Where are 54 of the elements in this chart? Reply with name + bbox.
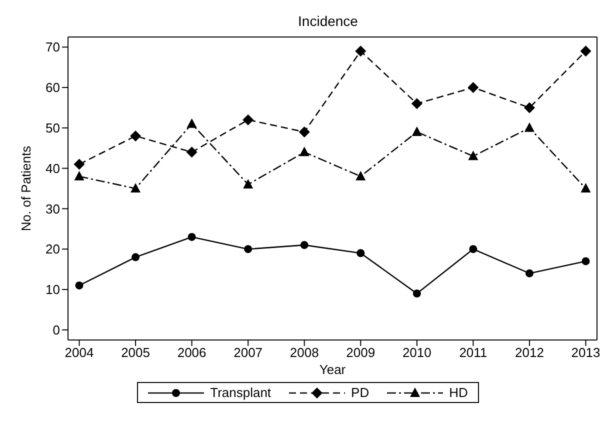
- y-tick-label: 40: [46, 160, 60, 176]
- point: [412, 290, 421, 298]
- point: [243, 178, 254, 188]
- point: [524, 102, 535, 114]
- point: [582, 257, 590, 266]
- point: [468, 82, 479, 93]
- y-tick-label: 60: [46, 80, 60, 96]
- x-tick-label: 2010: [402, 345, 432, 360]
- x-tick-label: 2004: [64, 345, 94, 360]
- point: [300, 241, 308, 250]
- legend-label: Transplant: [210, 385, 272, 400]
- x-axis-title: Year: [319, 362, 346, 377]
- point: [74, 170, 84, 180]
- x-tick-label: 2007: [234, 345, 263, 360]
- y-axis-title: No. of Patients: [18, 145, 34, 232]
- legend-label: HD: [449, 385, 468, 400]
- point: [356, 170, 366, 180]
- point: [75, 281, 84, 290]
- point: [186, 146, 198, 158]
- point: [525, 269, 534, 278]
- x-tick-label: 2011: [459, 345, 488, 360]
- x-tick-label: 2013: [571, 345, 600, 360]
- point: [524, 122, 534, 132]
- y-tick-label: 70: [46, 40, 60, 55]
- point: [188, 232, 196, 241]
- point: [244, 245, 252, 254]
- x-tick-label: 2005: [121, 345, 150, 360]
- point: [130, 183, 141, 192]
- x-tick-label: 2008: [290, 345, 319, 360]
- point: [580, 46, 592, 57]
- y-tick-label: 30: [46, 201, 60, 216]
- point: [74, 158, 85, 170]
- point: [130, 130, 142, 142]
- y-tick-label: 20: [46, 242, 60, 257]
- chart-title: Incidence: [298, 13, 358, 29]
- y-tick-label: 0: [52, 322, 60, 338]
- x-tick-label: 2012: [515, 345, 544, 360]
- point: [580, 183, 591, 192]
- point: [411, 98, 422, 110]
- y-tick-label: 10: [46, 282, 60, 298]
- point: [242, 114, 254, 126]
- point: [298, 126, 310, 138]
- point: [355, 46, 366, 57]
- point: [468, 150, 478, 160]
- point: [299, 146, 310, 156]
- point: [186, 118, 197, 128]
- point: [469, 245, 478, 254]
- point: [132, 253, 140, 262]
- point: [412, 126, 422, 136]
- y-tick-label: 50: [46, 120, 60, 136]
- x-tick-label: 2009: [346, 345, 376, 360]
- legend-label: PD: [351, 385, 370, 400]
- point: [356, 249, 365, 258]
- x-tick-label: 2006: [177, 345, 206, 360]
